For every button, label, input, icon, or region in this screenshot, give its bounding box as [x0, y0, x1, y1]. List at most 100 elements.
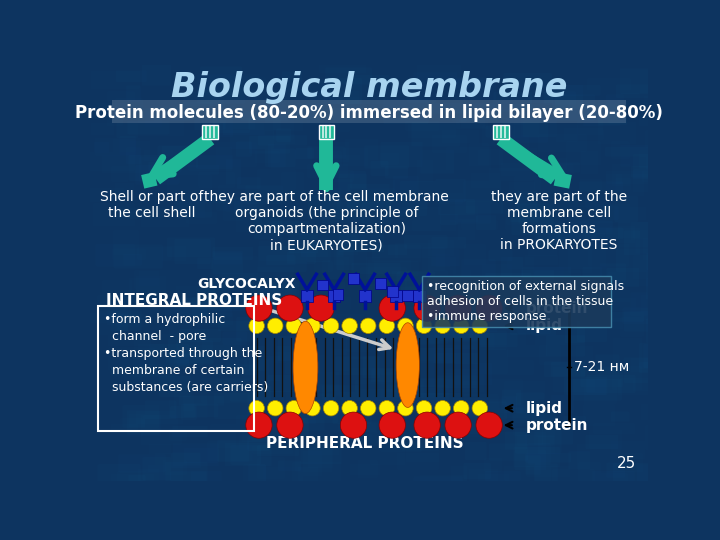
FancyBboxPatch shape	[278, 336, 296, 361]
FancyBboxPatch shape	[196, 155, 233, 169]
FancyBboxPatch shape	[170, 471, 207, 491]
Text: lipid: lipid	[526, 319, 562, 333]
FancyBboxPatch shape	[318, 231, 365, 245]
FancyBboxPatch shape	[363, 356, 380, 378]
FancyBboxPatch shape	[521, 270, 554, 295]
FancyBboxPatch shape	[465, 442, 487, 460]
FancyBboxPatch shape	[529, 276, 556, 297]
FancyBboxPatch shape	[529, 90, 553, 103]
FancyBboxPatch shape	[114, 244, 163, 268]
Circle shape	[472, 401, 487, 416]
Circle shape	[414, 412, 441, 438]
FancyBboxPatch shape	[117, 310, 142, 331]
FancyBboxPatch shape	[439, 318, 480, 341]
FancyBboxPatch shape	[287, 296, 319, 317]
FancyBboxPatch shape	[598, 100, 627, 125]
Text: GLYCOCALYX: GLYCOCALYX	[197, 277, 295, 291]
Circle shape	[454, 401, 469, 416]
FancyBboxPatch shape	[299, 227, 318, 239]
Text: protein: protein	[526, 417, 588, 433]
Ellipse shape	[293, 321, 318, 414]
FancyBboxPatch shape	[167, 238, 215, 257]
FancyBboxPatch shape	[420, 150, 454, 174]
FancyBboxPatch shape	[306, 241, 330, 262]
FancyBboxPatch shape	[564, 377, 608, 395]
FancyBboxPatch shape	[606, 94, 624, 116]
FancyBboxPatch shape	[455, 363, 492, 386]
FancyBboxPatch shape	[501, 256, 523, 280]
Bar	[333, 289, 343, 300]
FancyBboxPatch shape	[127, 120, 170, 134]
FancyBboxPatch shape	[247, 436, 270, 451]
FancyBboxPatch shape	[454, 199, 491, 224]
FancyBboxPatch shape	[546, 335, 585, 356]
FancyBboxPatch shape	[112, 100, 626, 123]
FancyBboxPatch shape	[434, 329, 473, 339]
Circle shape	[307, 295, 334, 321]
FancyBboxPatch shape	[110, 313, 128, 331]
FancyBboxPatch shape	[336, 356, 379, 375]
FancyBboxPatch shape	[624, 231, 640, 255]
FancyBboxPatch shape	[356, 422, 393, 443]
FancyBboxPatch shape	[333, 409, 372, 424]
FancyBboxPatch shape	[510, 316, 531, 335]
FancyBboxPatch shape	[485, 471, 521, 481]
FancyBboxPatch shape	[521, 308, 539, 319]
FancyBboxPatch shape	[212, 251, 243, 274]
FancyBboxPatch shape	[592, 470, 635, 493]
FancyBboxPatch shape	[230, 386, 271, 401]
FancyBboxPatch shape	[606, 268, 639, 287]
FancyBboxPatch shape	[602, 205, 618, 220]
FancyBboxPatch shape	[630, 292, 647, 316]
Circle shape	[476, 412, 503, 438]
FancyBboxPatch shape	[308, 195, 341, 220]
FancyBboxPatch shape	[385, 194, 427, 216]
FancyBboxPatch shape	[159, 376, 192, 397]
FancyBboxPatch shape	[225, 159, 241, 185]
FancyBboxPatch shape	[579, 181, 623, 192]
FancyBboxPatch shape	[307, 146, 346, 159]
Bar	[359, 289, 372, 302]
FancyBboxPatch shape	[289, 317, 315, 332]
FancyBboxPatch shape	[325, 179, 353, 194]
FancyBboxPatch shape	[217, 440, 249, 462]
FancyBboxPatch shape	[517, 325, 551, 334]
Text: protein: protein	[526, 301, 588, 315]
FancyBboxPatch shape	[413, 476, 463, 495]
FancyBboxPatch shape	[510, 209, 539, 222]
FancyBboxPatch shape	[194, 117, 225, 130]
Ellipse shape	[396, 323, 419, 408]
FancyBboxPatch shape	[212, 111, 250, 133]
FancyBboxPatch shape	[97, 464, 140, 485]
Circle shape	[379, 318, 395, 334]
FancyBboxPatch shape	[191, 471, 222, 493]
FancyBboxPatch shape	[489, 443, 528, 461]
FancyBboxPatch shape	[397, 272, 435, 292]
FancyBboxPatch shape	[567, 379, 606, 395]
Bar	[202, 125, 218, 139]
FancyBboxPatch shape	[253, 300, 278, 319]
FancyBboxPatch shape	[265, 148, 295, 167]
Circle shape	[323, 401, 339, 416]
FancyBboxPatch shape	[454, 77, 496, 100]
Circle shape	[246, 295, 272, 321]
Text: Shell or part of
the cell shell: Shell or part of the cell shell	[100, 190, 204, 220]
FancyBboxPatch shape	[616, 84, 657, 98]
FancyBboxPatch shape	[429, 322, 449, 343]
FancyBboxPatch shape	[401, 286, 444, 298]
Circle shape	[416, 401, 432, 416]
FancyBboxPatch shape	[644, 344, 687, 368]
FancyBboxPatch shape	[516, 191, 538, 212]
FancyBboxPatch shape	[551, 362, 586, 377]
FancyBboxPatch shape	[548, 229, 597, 240]
FancyBboxPatch shape	[476, 215, 496, 230]
FancyBboxPatch shape	[235, 141, 252, 157]
FancyBboxPatch shape	[200, 66, 242, 87]
FancyBboxPatch shape	[400, 181, 436, 197]
Text: lipid: lipid	[526, 401, 562, 416]
FancyBboxPatch shape	[585, 435, 618, 449]
FancyBboxPatch shape	[168, 352, 189, 369]
FancyBboxPatch shape	[493, 92, 532, 112]
FancyBboxPatch shape	[411, 122, 460, 146]
Text: 25: 25	[617, 456, 636, 471]
